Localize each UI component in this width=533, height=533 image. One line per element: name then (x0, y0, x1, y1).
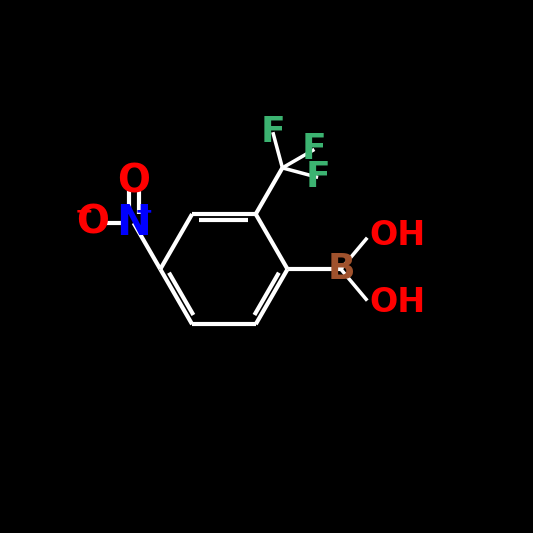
Text: O: O (117, 163, 150, 201)
Text: −: − (74, 201, 93, 222)
Text: B: B (327, 252, 354, 286)
Text: OH: OH (369, 219, 425, 252)
Text: F: F (302, 132, 327, 166)
Text: OH: OH (369, 286, 425, 319)
Text: F: F (261, 115, 285, 149)
Text: +: + (135, 203, 154, 222)
Text: O: O (76, 204, 109, 242)
Text: N: N (116, 202, 151, 244)
Text: F: F (306, 160, 330, 195)
